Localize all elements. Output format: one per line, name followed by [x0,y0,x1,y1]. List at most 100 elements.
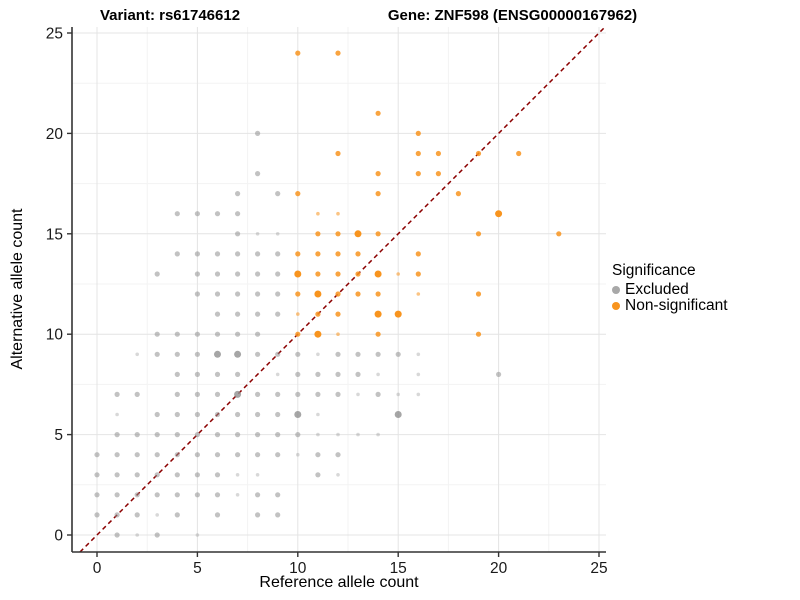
variant-title: Variant: rs61746612 [99,7,241,24]
data-point-non-significant [295,251,301,257]
identity-diagonal-line [79,26,606,553]
data-points [94,50,562,538]
data-point-excluded [154,351,160,357]
data-point-non-significant [315,311,321,317]
data-point-excluded [335,452,341,458]
data-point-excluded [355,371,361,377]
data-point-excluded [134,391,140,397]
legend-label-excluded: Excluded [625,281,689,298]
data-point-non-significant [335,50,341,56]
data-point-excluded [94,512,100,518]
data-point-excluded [255,251,261,257]
data-point-excluded [275,232,280,236]
data-point-excluded [194,492,200,498]
data-point-excluded [114,472,120,478]
data-point-non-significant [375,191,381,197]
data-point-excluded [154,271,160,277]
data-point-excluded [255,311,261,317]
data-point-excluded [235,371,241,377]
data-point-excluded [134,472,140,478]
data-point-excluded [295,351,301,357]
x-tick-label: 15 [390,560,407,577]
data-point-non-significant [394,310,402,318]
data-point-excluded [255,411,261,418]
data-point-excluded [194,432,200,438]
data-point-excluded [214,371,221,377]
data-point-excluded [235,493,240,497]
data-point-non-significant [295,331,301,337]
data-point-excluded [235,411,241,418]
data-point-non-significant [415,171,421,177]
data-point-non-significant [294,270,302,278]
data-point-excluded [235,191,241,197]
data-point-excluded [214,472,221,478]
data-point-excluded [356,392,360,397]
data-point-non-significant [296,312,300,316]
data-point-non-significant [336,332,340,337]
data-point-excluded [154,472,160,478]
data-point-excluded [496,371,502,377]
data-point-excluded [416,392,421,397]
data-point-excluded [275,271,281,277]
data-point-non-significant [355,271,361,277]
x-tick-label: 20 [490,560,508,577]
y-tick-label: 25 [46,26,63,43]
data-point-excluded [315,452,321,458]
data-point-excluded [255,512,261,518]
data-point-non-significant [475,150,482,157]
data-point-excluded [295,432,301,438]
x-tick-label: 0 [93,560,102,577]
tick-labels: 0 5 10 15 20 25 0 5 10 15 20 25 [46,26,608,578]
data-point-excluded [194,472,200,478]
data-point-excluded [194,291,200,297]
legend-label-non-significant: Non-significant [625,297,728,314]
data-point-non-significant [375,110,381,116]
gridlines-minor [72,27,606,552]
data-point-non-significant [475,331,482,337]
data-point-excluded [194,371,200,377]
x-tick-label: 10 [289,560,307,577]
data-point-excluded [214,211,221,217]
data-point-excluded [255,452,261,458]
data-point-excluded [154,432,160,438]
data-point-non-significant [335,150,341,157]
data-point-excluded [174,452,180,458]
gridlines-major [72,27,606,552]
data-point-excluded [255,291,261,297]
y-tick-label: 10 [46,327,64,344]
data-point-non-significant [435,150,441,157]
data-point-excluded [275,452,281,458]
data-point-non-significant [415,251,421,257]
data-point-non-significant [355,251,361,257]
y-tick-label: 0 [54,528,63,545]
data-point-excluded [214,492,221,498]
data-point-non-significant [415,150,421,157]
data-point-excluded [315,371,321,377]
data-point-excluded [255,473,260,477]
data-point-excluded [235,473,240,477]
data-point-excluded [275,372,280,377]
data-point-non-significant [375,171,381,177]
data-point-excluded [174,331,180,337]
gene-title: Gene: ZNF598 (ENSG00000167962) [387,7,638,24]
non-significant-dot-icon [612,302,620,310]
data-point-excluded [134,432,140,438]
data-point-excluded [114,532,120,538]
y-tick-label: 15 [46,226,63,243]
data-point-excluded [214,311,221,317]
data-point-excluded [214,411,221,418]
data-point-excluded [194,211,200,217]
data-point-excluded [356,432,360,437]
data-point-excluded [114,512,120,518]
data-point-excluded [295,371,301,377]
data-point-excluded [114,391,120,397]
data-point-non-significant [416,292,421,296]
data-point-excluded [174,472,180,478]
data-point-excluded [194,331,200,337]
data-point-excluded [195,533,200,537]
data-point-non-significant [375,231,381,237]
x-tick-label: 5 [193,560,202,577]
data-point-non-significant [475,231,482,237]
data-point-excluded [114,492,120,498]
